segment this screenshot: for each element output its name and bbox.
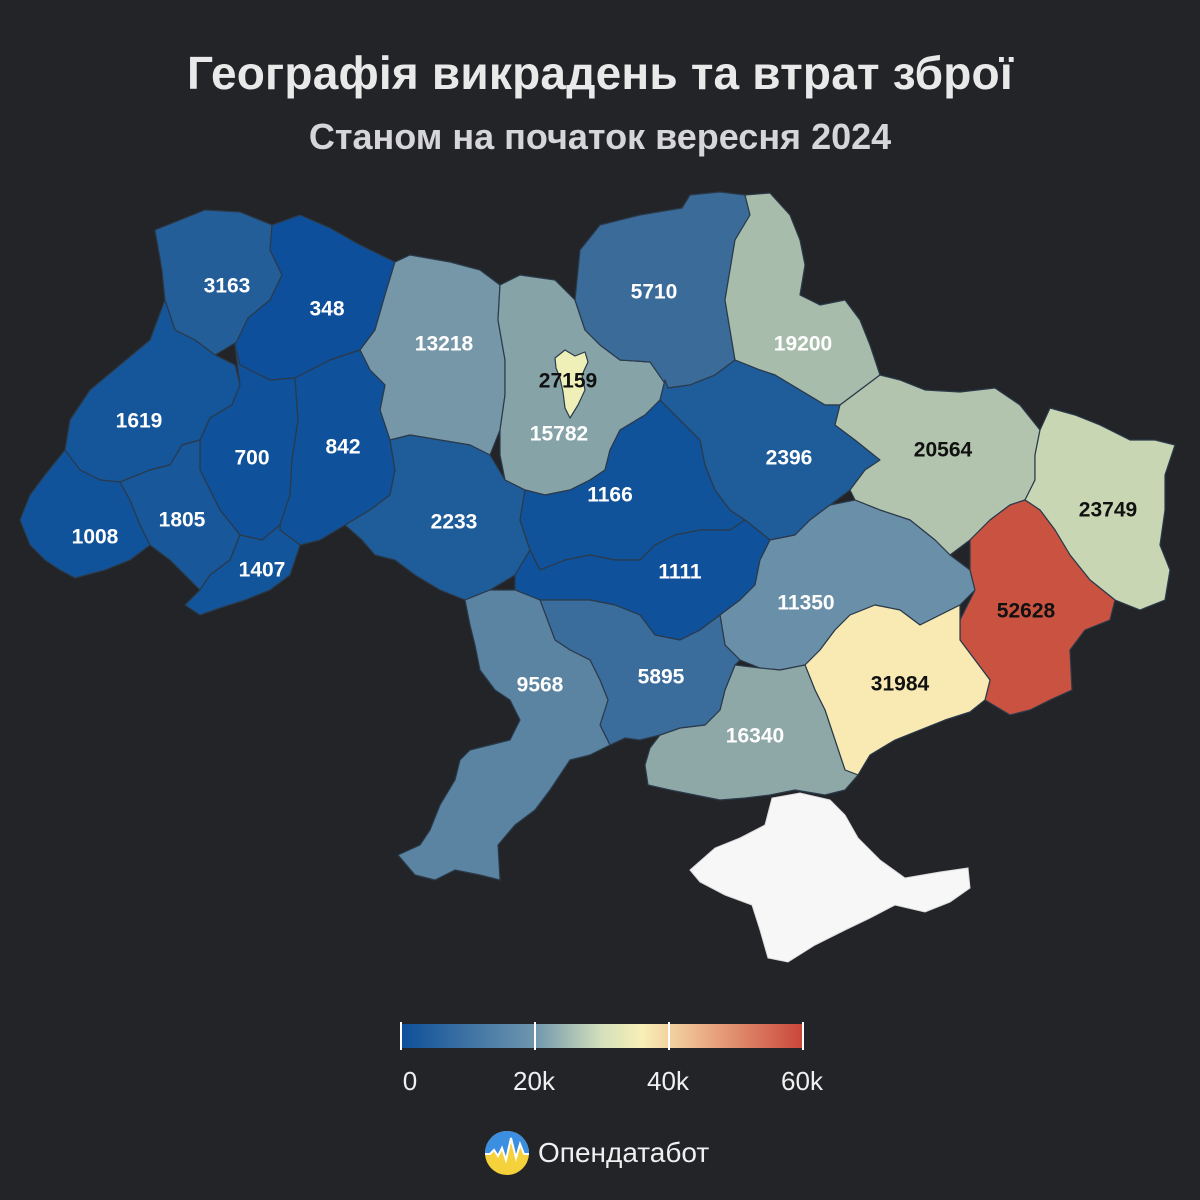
region-label-chernihiv: 5710	[631, 281, 678, 304]
region-label-khmelnytskyi: 842	[325, 436, 360, 459]
legend-tick-3	[802, 1022, 804, 1050]
region-label-ivano-frankivsk: 1805	[159, 509, 206, 532]
region-label-ternopil: 700	[234, 447, 269, 470]
brand-name: Опендатабот	[538, 1137, 710, 1168]
region-zakarpattia[interactable]	[19, 449, 151, 579]
legend-tick-1	[534, 1022, 536, 1050]
region-label-cherkasy: 1166	[587, 484, 633, 507]
legend-tick-label-1: 20k	[513, 1066, 555, 1096]
opendatabot-logo-icon	[485, 1131, 529, 1175]
region-label-luhansk: 23749	[1079, 499, 1137, 522]
region-label-kyiv-oblast: 15782	[530, 423, 588, 446]
color-scale-legend	[400, 1022, 804, 1050]
region-label-dnipropetrovsk: 11350	[777, 592, 834, 615]
region-kyiv-city[interactable]	[554, 349, 589, 419]
legend-tick-label-0: 0	[402, 1066, 418, 1096]
region-label-lviv: 1619	[116, 410, 163, 433]
region-label-kherson: 16340	[726, 725, 784, 748]
region-label-donetsk: 52628	[997, 600, 1056, 623]
region-label-chernivtsi: 1407	[239, 559, 286, 582]
legend-tick-2	[668, 1022, 670, 1050]
map-title: Географія викрадень та втрат зброї	[187, 47, 1013, 99]
region-label-mykolaiv: 5895	[638, 666, 685, 689]
legend-tick-0	[400, 1022, 402, 1050]
region-label-sumy: 19200	[774, 333, 832, 356]
region-label-zhytomyr: 13218	[415, 333, 474, 356]
region-label-odesa: 9568	[517, 674, 564, 697]
region-chernivtsi[interactable]	[184, 524, 301, 616]
region-label-kharkiv: 20564	[914, 439, 973, 462]
regions-layer	[19, 191, 1176, 881]
region-label-poltava: 2396	[766, 447, 813, 470]
region-odesa[interactable]	[397, 589, 611, 881]
color-scale-bar	[400, 1024, 804, 1048]
ukraine-choropleth-map: 3163 348 13218 15782 27159 5710 19200 1619 700 84…	[19, 191, 1176, 963]
brand: Опендатабот	[484, 1130, 709, 1176]
region-label-rivne: 348	[309, 298, 344, 321]
legend-tick-label-2: 40k	[647, 1066, 689, 1096]
region-label-kirovohrad: 1111	[658, 561, 702, 584]
region-label-zakarpattia: 1008	[72, 526, 119, 549]
region-label-volyn: 3163	[204, 275, 251, 298]
map-subtitle: Станом на початок вересня 2024	[308, 116, 892, 157]
crimea-region[interactable]	[689, 792, 971, 963]
region-label-kyiv-city: 27159	[539, 370, 597, 393]
legend-tick-label-3: 60k	[781, 1066, 823, 1096]
region-label-vinnytsia: 2233	[431, 511, 478, 534]
labels-layer: 3163 348 13218 15782 27159 5710 19200 1619 700 84…	[72, 275, 1138, 748]
region-label-zaporizhzhia: 31984	[871, 673, 930, 696]
